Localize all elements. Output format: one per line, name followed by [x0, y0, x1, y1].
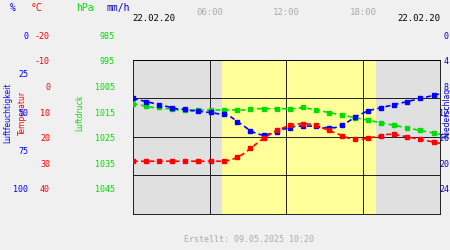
Bar — [222, 60, 376, 214]
Text: 10: 10 — [40, 108, 50, 118]
Text: 1015: 1015 — [95, 108, 115, 118]
Text: 16: 16 — [439, 134, 449, 143]
Text: 1035: 1035 — [95, 160, 115, 169]
Text: 22.02.20: 22.02.20 — [133, 14, 176, 23]
Text: 0: 0 — [45, 83, 50, 92]
Text: Niederschlag: Niederschlag — [442, 88, 450, 138]
Text: Temperatur: Temperatur — [18, 91, 27, 135]
Text: 0: 0 — [444, 32, 449, 41]
Text: 1025: 1025 — [95, 134, 115, 143]
Text: Luftdruck: Luftdruck — [76, 95, 85, 131]
Text: 18:00: 18:00 — [350, 8, 377, 17]
Text: mm/h: mm/h — [106, 3, 130, 13]
Text: 24: 24 — [439, 186, 449, 194]
Text: 12:00: 12:00 — [273, 8, 300, 17]
Text: 06:00: 06:00 — [196, 8, 223, 17]
Text: 40: 40 — [40, 186, 50, 194]
Text: %: % — [10, 3, 16, 13]
Text: 985: 985 — [100, 32, 115, 41]
Text: hPa: hPa — [76, 3, 94, 13]
Text: 1045: 1045 — [95, 186, 115, 194]
Text: 20: 20 — [40, 134, 50, 143]
Text: 12: 12 — [439, 108, 449, 118]
Text: 4: 4 — [444, 58, 449, 66]
Text: 75: 75 — [18, 147, 28, 156]
Text: -10: -10 — [35, 58, 50, 66]
Text: 0: 0 — [23, 32, 28, 41]
Text: 22.02.20: 22.02.20 — [397, 14, 440, 23]
Text: 100: 100 — [13, 186, 28, 194]
Text: °C: °C — [30, 3, 42, 13]
Text: 50: 50 — [18, 108, 28, 118]
Text: 30: 30 — [40, 160, 50, 169]
Text: 995: 995 — [100, 58, 115, 66]
Text: -20: -20 — [35, 32, 50, 41]
Text: Erstellt: 09.05.2025 10:20: Erstellt: 09.05.2025 10:20 — [184, 235, 314, 244]
Text: 8: 8 — [444, 83, 449, 92]
Text: Luftfeuchtigkeit: Luftfeuchtigkeit — [4, 83, 13, 144]
Text: 25: 25 — [18, 70, 28, 79]
Text: 20: 20 — [439, 160, 449, 169]
Text: 1005: 1005 — [95, 83, 115, 92]
